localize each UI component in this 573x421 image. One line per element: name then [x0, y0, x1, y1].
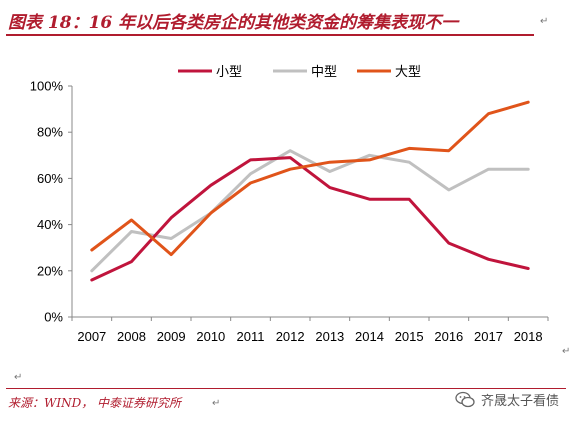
x-tick-label: 2010: [196, 329, 225, 344]
x-tick-label: 2016: [434, 329, 463, 344]
legend-label: 大型: [395, 65, 421, 80]
y-tick-label: 0%: [44, 310, 63, 325]
title-divider: [6, 34, 534, 36]
x-tick-label: 2018: [514, 329, 543, 344]
legend-label: 小型: [216, 65, 242, 80]
return-mark-icon: ↵: [562, 346, 571, 357]
wechat-icon: [455, 391, 475, 409]
x-tick-label: 2011: [237, 329, 265, 344]
series-line-large: [90, 100, 530, 257]
y-tick-label: 40%: [37, 217, 63, 232]
y-tick-label: 80%: [37, 125, 63, 140]
source-note: 来源：WIND， 中泰证券研究所: [8, 396, 182, 410]
footer-divider: [6, 388, 566, 389]
return-mark-icon: ↵: [540, 16, 549, 27]
legend-label: 中型: [311, 65, 337, 80]
x-tick-label: 2014: [355, 329, 384, 344]
x-tick-label: 2013: [315, 329, 344, 344]
x-tick-label: 2008: [117, 329, 146, 344]
watermark: 齐晟太子看债: [455, 390, 559, 409]
series-line-medium: [90, 149, 530, 273]
watermark-text: 齐晟太子看债: [480, 394, 559, 409]
figure-title: 图表 18：16 年以后各类房企的其他类资金的筹集表现不一: [8, 13, 459, 33]
y-tick-label: 100%: [30, 79, 64, 94]
y-tick-label: 20%: [37, 263, 63, 278]
x-tick-label: 2007: [77, 329, 106, 344]
return-mark-icon: ↵: [14, 372, 23, 383]
x-tick-label: 2015: [395, 329, 424, 344]
x-tick-label: 2012: [276, 329, 305, 344]
x-tick-label: 2017: [474, 329, 503, 344]
line-chart: 0% 20% 40% 60% 80% 100% 2007 2008 2009 2010 2011 20…: [30, 65, 549, 344]
y-tick-label: 60%: [37, 171, 63, 186]
series-line-small: [90, 156, 530, 282]
chart-area: 0% 20% 40% 60% 80% 100% 2007 2008 2009 2010 2011 20…: [0, 44, 573, 374]
return-mark-icon: ↵: [212, 398, 221, 409]
figure-header: 图表 18：16 年以后各类房企的其他类资金的筹集表现不一 ↵: [0, 0, 573, 44]
x-tick-label: 2009: [157, 329, 186, 344]
